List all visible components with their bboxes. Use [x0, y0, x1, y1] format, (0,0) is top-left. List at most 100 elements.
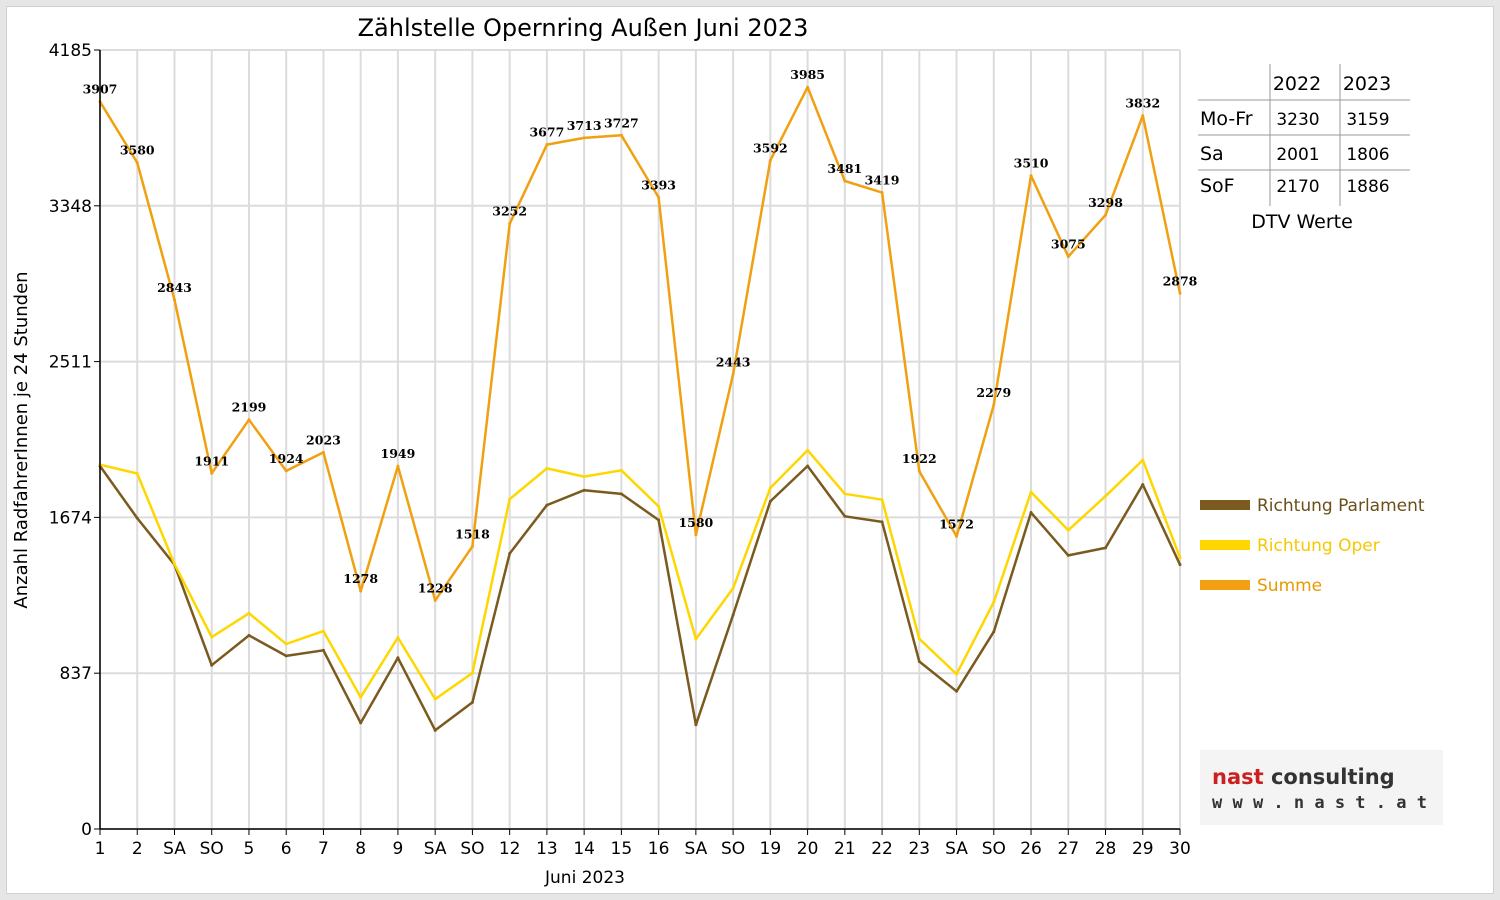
data-label: 1911 — [194, 453, 229, 468]
data-label: 2199 — [232, 400, 267, 415]
data-point — [1178, 291, 1182, 295]
data-point — [545, 503, 549, 507]
brand-url: w w w . n a s t . a t — [1212, 793, 1427, 813]
x-axis-label: Juni 2023 — [544, 868, 625, 888]
data-point — [359, 589, 363, 593]
data-point — [396, 656, 400, 660]
x-tick-labels: 1 2 SA SO 5 6 7 8 9 SA SO 12 13 14 15 16 SA SO 19 20 21 22 23 S… — [95, 839, 1191, 859]
y-tick-label: 837 — [60, 664, 92, 684]
axes — [94, 49, 1181, 835]
brand-name: nast consulting — [1212, 765, 1395, 789]
data-label: 2023 — [306, 432, 341, 447]
data-label: 3393 — [641, 177, 676, 192]
data-point — [806, 448, 810, 452]
legend-item: Summe — [1200, 576, 1322, 596]
data-label: 2443 — [716, 354, 751, 369]
brand-box — [1200, 750, 1443, 825]
x-tick-label: 2 — [132, 839, 143, 859]
data-label: 1518 — [455, 526, 490, 541]
x-tick-label: 22 — [871, 839, 893, 859]
data-point — [470, 671, 474, 675]
x-tick-label: SA — [163, 839, 186, 859]
legend-label: Summe — [1257, 576, 1322, 596]
dtv-year-2022: 2022 — [1273, 73, 1321, 95]
x-tick-label: SA — [945, 839, 968, 859]
x-tick-label: SO — [200, 839, 224, 859]
x-tick-label: 1 — [95, 839, 106, 859]
data-point — [284, 654, 288, 658]
x-tick-label: 27 — [1057, 839, 1079, 859]
data-label: 1572 — [939, 516, 974, 531]
data-label: 3075 — [1051, 237, 1086, 252]
legend-swatch — [1200, 580, 1250, 590]
data-point — [284, 642, 288, 646]
dtv-value: 2001 — [1276, 145, 1319, 165]
brand-name-part2: consulting — [1264, 765, 1395, 789]
x-tick-label: 13 — [536, 839, 558, 859]
legend-swatch — [1200, 500, 1250, 510]
data-label: 1278 — [343, 571, 378, 586]
data-point — [321, 450, 325, 454]
y-tick-label: 3348 — [49, 197, 92, 217]
data-label: 3677 — [529, 125, 564, 140]
legend: Richtung Parlament Richtung Oper Summe — [1200, 496, 1425, 596]
data-point — [657, 518, 661, 522]
x-tick-label: SA — [424, 839, 447, 859]
data-point — [657, 195, 661, 199]
data-point — [955, 689, 959, 693]
x-tick-label: SO — [460, 839, 484, 859]
data-label: 3298 — [1088, 195, 1123, 210]
data-labels: 3907358028431911219919242023127819491228… — [83, 67, 1198, 595]
data-point — [247, 611, 251, 615]
data-point — [768, 486, 772, 490]
data-point — [843, 179, 847, 183]
x-tick-label: 21 — [834, 839, 856, 859]
data-label: 2843 — [157, 280, 192, 295]
x-tick-label: 30 — [1169, 839, 1191, 859]
data-point — [508, 222, 512, 226]
data-point — [210, 471, 214, 475]
data-label: 3592 — [753, 140, 788, 155]
series-line-1 — [98, 464, 1182, 732]
data-point — [433, 697, 437, 701]
data-point — [880, 191, 884, 195]
data-label: 1228 — [418, 580, 453, 595]
x-tick-label: SO — [721, 839, 745, 859]
data-label: 3985 — [790, 67, 825, 82]
legend-item: Richtung Oper — [1200, 536, 1380, 556]
dtv-value: 1886 — [1346, 177, 1389, 197]
data-point — [508, 497, 512, 501]
x-tick-label: 26 — [1020, 839, 1042, 859]
dtv-value: 2170 — [1276, 177, 1319, 197]
y-axis-label: Anzahl RadfahrerInnen je 24 Stunden — [11, 271, 32, 608]
data-point — [135, 161, 139, 165]
data-point — [1029, 490, 1033, 494]
data-point — [247, 633, 251, 637]
data-point — [880, 520, 884, 524]
data-label: 3580 — [120, 143, 155, 158]
data-point — [992, 630, 996, 634]
data-point — [359, 721, 363, 725]
data-label: 2279 — [976, 385, 1011, 400]
data-point — [470, 700, 474, 704]
data-label: 1924 — [269, 451, 304, 466]
x-tick-label: 5 — [244, 839, 255, 859]
x-tick-label: SA — [684, 839, 707, 859]
x-tick-label: 15 — [611, 839, 633, 859]
data-point — [1104, 494, 1108, 498]
data-point — [731, 586, 735, 590]
data-point — [731, 613, 735, 617]
data-point — [1141, 483, 1145, 487]
x-tick-label: 29 — [1132, 839, 1154, 859]
data-point — [470, 544, 474, 548]
data-point — [694, 533, 698, 537]
data-point — [172, 562, 176, 566]
data-point — [582, 488, 586, 492]
data-point — [1178, 563, 1182, 567]
data-point — [955, 672, 959, 676]
y-tick-label: 4185 — [49, 41, 92, 61]
data-point — [1029, 174, 1033, 178]
dtv-row-label: Mo-Fr — [1200, 108, 1253, 130]
data-point — [694, 637, 698, 641]
legend-item: Richtung Parlament — [1200, 496, 1425, 516]
